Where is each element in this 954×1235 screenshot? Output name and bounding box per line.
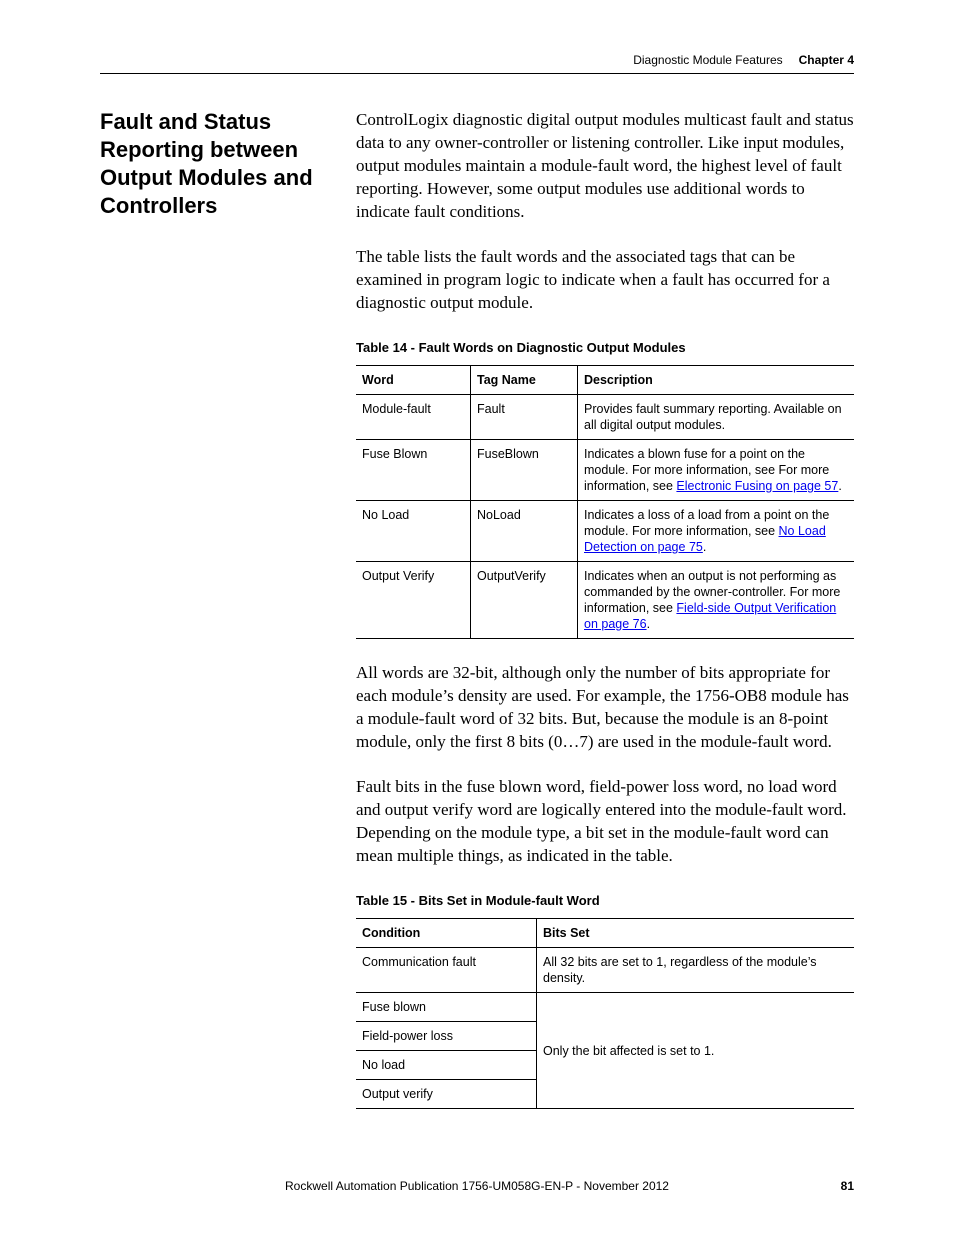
table-row: Fuse Blown FuseBlown Indicates a blown f… [356,440,854,501]
table-15: Condition Bits Set Communication fault A… [356,918,854,1109]
footer-page-number: 81 [841,1179,854,1193]
t14-r1-tag: FuseBlown [471,440,578,501]
t15-h-condition: Condition [356,919,537,948]
t14-r2-tag: NoLoad [471,501,578,562]
t14-h-desc: Description [578,366,855,395]
t15-h-bits: Bits Set [537,919,855,948]
paragraph-2: The table lists the fault words and the … [356,245,854,314]
t14-r2-word: No Load [356,501,471,562]
t15-merged-bits: Only the bit affected is set to 1. [537,993,855,1109]
t14-r3-desc: Indicates when an output is not performi… [578,562,855,639]
table14-caption: Table 14 - Fault Words on Diagnostic Out… [356,336,854,359]
header-chapter: Chapter 4 [799,53,854,67]
t14-r0-word: Module-fault [356,395,471,440]
t14-r3-tag: OutputVerify [471,562,578,639]
content-row: Fault and Status Reporting between Outpu… [100,108,854,1131]
table-row: Output Verify OutputVerify Indicates whe… [356,562,854,639]
t14-r2-desc: Indicates a loss of a load from a point … [578,501,855,562]
header-section: Diagnostic Module Features [633,53,782,67]
table-row: Module-fault Fault Provides fault summar… [356,395,854,440]
page-footer: Rockwell Automation Publication 1756-UM0… [100,1179,854,1193]
t15-r3-cond: No load [356,1051,537,1080]
body-column: ControlLogix diagnostic digital output m… [356,108,854,1131]
table-row: Fuse blown Only the bit affected is set … [356,993,854,1022]
t15-r2-cond: Field-power loss [356,1022,537,1051]
t14-r0-desc: Provides fault summary reporting. Availa… [578,395,855,440]
t15-r0-bits: All 32 bits are set to 1, regardless of … [537,948,855,993]
paragraph-3: All words are 32-bit, although only the … [356,661,854,753]
paragraph-1: ControlLogix diagnostic digital output m… [356,108,854,223]
side-heading: Fault and Status Reporting between Outpu… [100,108,356,220]
table-row: Communication fault All 32 bits are set … [356,948,854,993]
xref-electronic-fusing[interactable]: Electronic Fusing on page 57 [676,479,838,493]
t14-r0-tag: Fault [471,395,578,440]
page: Diagnostic Module Features Chapter 4 Fau… [0,0,954,1235]
t14-r1-word: Fuse Blown [356,440,471,501]
running-header: Diagnostic Module Features Chapter 4 [100,53,854,74]
footer-publication: Rockwell Automation Publication 1756-UM0… [100,1179,854,1193]
paragraph-4: Fault bits in the fuse blown word, field… [356,775,854,867]
t15-r0-cond: Communication fault [356,948,537,993]
table-row: No Load NoLoad Indicates a loss of a loa… [356,501,854,562]
t15-r1-cond: Fuse blown [356,993,537,1022]
t14-r1-desc: Indicates a blown fuse for a point on th… [578,440,855,501]
t15-r4-cond: Output verify [356,1080,537,1109]
t14-h-word: Word [356,366,471,395]
t14-h-tag: Tag Name [471,366,578,395]
table-14: Word Tag Name Description Module-fault F… [356,365,854,639]
table15-caption: Table 15 - Bits Set in Module-fault Word [356,889,854,912]
t14-r3-word: Output Verify [356,562,471,639]
